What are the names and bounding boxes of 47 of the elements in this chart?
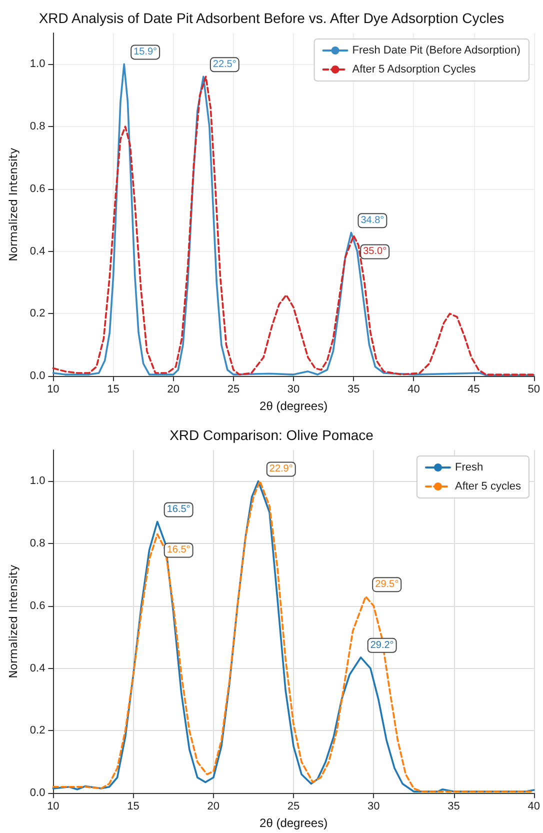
chart-title: XRD Analysis of Date Pit Adsorbent Before vs. After Dye Adsorption Cycles (38, 10, 504, 26)
x-tick-label: 35 (348, 384, 360, 396)
x-tick-label: 30 (287, 384, 300, 396)
legend-label: After 5 cycles (454, 480, 522, 492)
annotation: 29.2° (370, 639, 394, 650)
annotation: 22.5° (212, 59, 236, 70)
x-tick-label: 30 (368, 800, 380, 812)
y-tick-label: 0.0 (30, 370, 46, 382)
legend-label: Fresh (454, 461, 484, 473)
y-tick-label: 0.2 (30, 724, 46, 736)
y-tick-label: 0.8 (30, 537, 46, 550)
chart-title: XRD Comparison: Olive Pomace (170, 426, 374, 442)
x-tick-label: 50 (528, 384, 540, 396)
x-axis-title: 2θ (degrees) (260, 399, 328, 413)
x-tick-label: 10 (47, 800, 60, 812)
x-tick-label: 45 (468, 384, 480, 396)
annotation: 29.5° (375, 578, 399, 590)
y-tick-label: 0.8 (30, 120, 46, 133)
annotation: 16.5° (166, 504, 190, 515)
y-axis-title: Normalized Intensity (7, 564, 20, 678)
legend-label: Fresh Date Pit (Before Adsorption) (352, 44, 520, 56)
x-tick-label: 25 (227, 384, 240, 396)
x-tick-label: 40 (408, 384, 420, 396)
annotation: 16.5° (166, 544, 190, 556)
y-tick-label: 0.0 (30, 786, 46, 799)
x-axis-title: 2θ (degrees) (260, 816, 328, 830)
x-tick-label: 25 (287, 800, 300, 812)
x-tick-label: 20 (207, 800, 220, 812)
y-tick-label: 0.6 (30, 599, 46, 612)
legend-label: After 5 Adsorption Cycles (352, 64, 476, 76)
annotation: 22.9° (269, 463, 293, 474)
y-tick-label: 1.0 (30, 474, 46, 487)
x-tick-label: 35 (448, 800, 460, 812)
y-tick-label: 0.4 (30, 245, 46, 258)
annotation: 34.8° (360, 215, 384, 226)
y-tick-label: 0.6 (30, 182, 46, 195)
annotation: 35.0° (363, 246, 387, 258)
x-tick-label: 15 (107, 384, 120, 396)
y-tick-label: 0.2 (30, 308, 46, 320)
y-tick-label: 1.0 (30, 58, 46, 70)
x-tick-label: 40 (528, 800, 540, 812)
y-tick-label: 0.4 (30, 662, 46, 674)
annotation: 15.9° (134, 46, 158, 58)
x-tick-label: 10 (47, 384, 60, 396)
x-tick-label: 15 (127, 800, 140, 812)
x-tick-label: 20 (167, 384, 180, 396)
y-axis-title: Normalized Intensity (7, 147, 20, 262)
